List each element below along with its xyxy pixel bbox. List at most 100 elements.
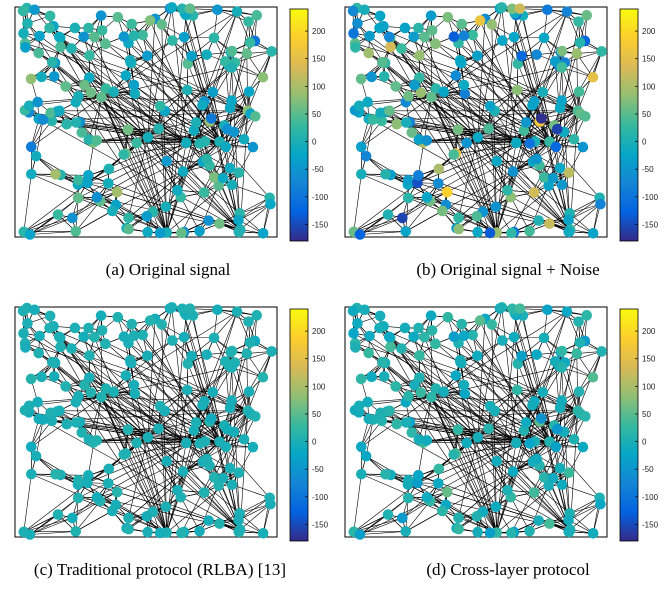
graph-node — [188, 125, 200, 136]
graph-node — [484, 227, 496, 239]
graph-node — [531, 49, 542, 60]
graph-node — [400, 117, 412, 128]
graph-node — [89, 31, 100, 43]
graph-node — [201, 49, 212, 60]
graph-node — [103, 163, 115, 175]
graph-edge — [171, 7, 187, 143]
graph-node — [573, 16, 584, 27]
graph-edge — [359, 231, 406, 235]
graph-node — [595, 198, 606, 210]
graph-node — [112, 11, 124, 23]
graph-node — [18, 328, 29, 339]
graph-edge — [353, 474, 362, 532]
graph-node — [128, 379, 140, 391]
graph-node — [154, 100, 166, 112]
graph-node — [360, 150, 372, 162]
graph-node — [54, 105, 65, 117]
graph-edge — [23, 33, 220, 142]
graph-node — [471, 211, 483, 222]
graph-edge — [431, 66, 562, 98]
graph-edge — [128, 42, 227, 148]
graph-node — [206, 113, 217, 124]
graph-node — [186, 50, 197, 62]
graph-node — [61, 418, 73, 430]
graph-node — [496, 2, 508, 13]
graph-node — [226, 45, 238, 57]
graph-edge — [49, 27, 167, 233]
graph-edge — [239, 203, 271, 230]
graph-node — [486, 19, 498, 30]
graph-node — [176, 303, 188, 315]
graph-node — [37, 114, 49, 125]
graph-node — [437, 205, 448, 217]
graph-node — [96, 325, 108, 336]
graph-node — [430, 38, 441, 50]
graph-node — [123, 212, 134, 224]
graph-edge — [224, 361, 241, 530]
graph-node — [221, 123, 233, 135]
graph-node — [257, 71, 269, 83]
graph-node — [37, 414, 49, 425]
graph-node — [396, 43, 407, 54]
graph-node — [142, 350, 153, 362]
graph-node — [483, 123, 494, 134]
graph-node — [33, 47, 44, 59]
graph-node — [238, 133, 250, 145]
graph-node — [362, 96, 373, 108]
graph-node — [181, 384, 193, 396]
graph-node — [391, 118, 403, 130]
graph-node — [22, 318, 33, 329]
graph-node — [244, 337, 256, 348]
graph-node — [160, 201, 172, 213]
graph-edge — [49, 327, 167, 533]
graph-edge — [239, 203, 271, 214]
graph-edge — [418, 97, 432, 140]
graph-edge — [87, 142, 187, 184]
graph-node — [126, 18, 138, 30]
graph-node — [142, 432, 154, 443]
graph-node — [243, 16, 254, 27]
graph-node — [194, 225, 205, 237]
graph-node — [226, 179, 238, 191]
graph-edge — [166, 172, 240, 233]
graph-node — [60, 81, 71, 92]
graph-node — [231, 306, 243, 317]
graph-edge — [128, 342, 227, 448]
graph-node — [167, 35, 178, 46]
graph-edge — [231, 367, 249, 411]
graph-node — [70, 226, 82, 237]
graph-edge — [555, 91, 580, 147]
graph-edge — [94, 36, 248, 112]
graph-edge — [225, 391, 250, 447]
graph-edge — [560, 52, 571, 230]
graph-node — [402, 192, 414, 204]
graph-node — [96, 391, 107, 403]
graph-nodes — [347, 2, 607, 240]
graph-edge — [94, 336, 248, 412]
graph-edge — [78, 395, 241, 530]
graph-node — [455, 57, 466, 68]
colorbar-tick-label: 100 — [642, 82, 656, 91]
graph-edge — [37, 396, 102, 403]
graph-node — [22, 18, 33, 29]
graph-node — [36, 71, 47, 83]
graph-node — [25, 441, 37, 453]
graph-node — [53, 331, 65, 343]
graph-node — [528, 187, 540, 198]
graph-edge — [561, 484, 600, 499]
graph-node — [233, 214, 244, 226]
graph-node — [510, 137, 522, 149]
graph-edge — [166, 37, 185, 233]
graph-node — [55, 41, 66, 53]
graph-node — [83, 434, 95, 445]
graph-node — [33, 347, 44, 359]
graph-edge — [29, 531, 76, 535]
graph-node — [563, 214, 574, 226]
graph-node — [118, 331, 130, 342]
graph-node — [233, 526, 245, 538]
graph-node — [125, 57, 136, 68]
graph-node — [186, 350, 197, 362]
graph-node — [497, 35, 508, 46]
graph-edge — [239, 503, 271, 514]
